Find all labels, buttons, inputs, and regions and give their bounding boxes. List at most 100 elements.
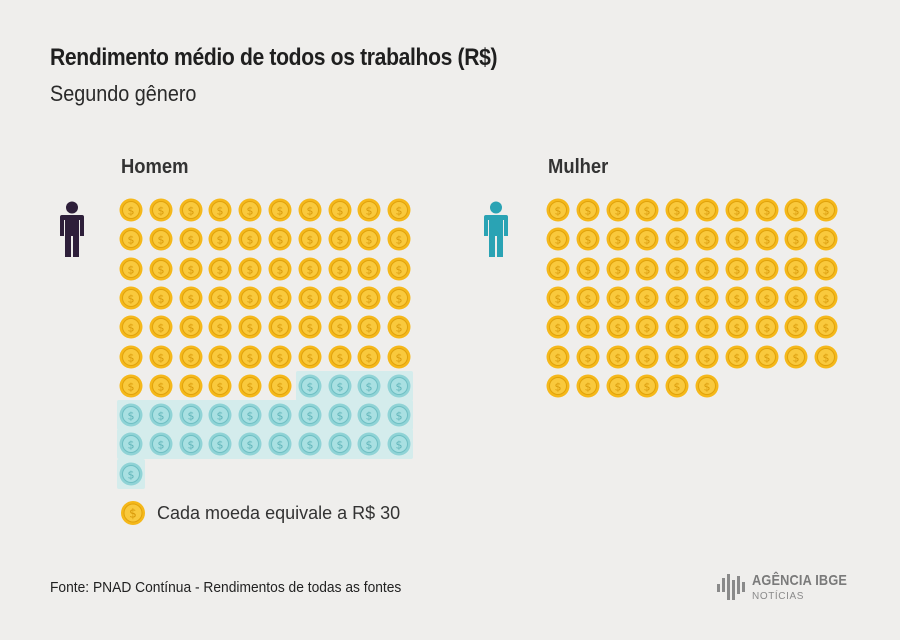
coin: $ bbox=[725, 257, 749, 281]
svg-text:$: $ bbox=[823, 321, 830, 334]
man-icon bbox=[60, 201, 84, 257]
coin: $ bbox=[149, 345, 173, 369]
coin: $ bbox=[387, 315, 411, 339]
svg-text:$: $ bbox=[733, 204, 740, 217]
coin: $ bbox=[328, 286, 352, 310]
svg-text:$: $ bbox=[217, 204, 224, 217]
coin: $ bbox=[635, 257, 659, 281]
coin: $ bbox=[546, 374, 570, 398]
svg-text:$: $ bbox=[128, 380, 135, 393]
coin: $ bbox=[606, 315, 630, 339]
coin: $ bbox=[208, 286, 232, 310]
svg-text:$: $ bbox=[128, 263, 135, 276]
svg-text:$: $ bbox=[674, 292, 681, 305]
svg-text:$: $ bbox=[644, 204, 651, 217]
coin: $ bbox=[755, 198, 779, 222]
coin: $ bbox=[208, 374, 232, 398]
coin: $ bbox=[119, 198, 143, 222]
svg-text:$: $ bbox=[336, 351, 343, 364]
coin: $ bbox=[546, 198, 570, 222]
svg-text:$: $ bbox=[128, 292, 135, 305]
coin: $ bbox=[665, 374, 689, 398]
svg-text:$: $ bbox=[614, 380, 621, 393]
coin: $ bbox=[635, 374, 659, 398]
coin: $ bbox=[814, 345, 838, 369]
svg-text:$: $ bbox=[396, 409, 403, 422]
svg-text:$: $ bbox=[217, 263, 224, 276]
chart-subtitle: Segundo gênero bbox=[50, 81, 197, 106]
svg-text:$: $ bbox=[396, 263, 403, 276]
coin: $ bbox=[119, 227, 143, 251]
coin: $ bbox=[149, 257, 173, 281]
coin: $ bbox=[208, 198, 232, 222]
coin-gap: $ bbox=[328, 374, 352, 398]
coin: $ bbox=[119, 345, 143, 369]
svg-text:$: $ bbox=[555, 351, 562, 364]
coin: $ bbox=[814, 286, 838, 310]
svg-text:$: $ bbox=[217, 234, 224, 247]
svg-text:$: $ bbox=[644, 380, 651, 393]
svg-text:$: $ bbox=[129, 507, 137, 521]
svg-text:$: $ bbox=[128, 409, 135, 422]
svg-text:$: $ bbox=[614, 204, 621, 217]
coin: $ bbox=[665, 227, 689, 251]
svg-text:$: $ bbox=[793, 321, 800, 334]
coin: $ bbox=[635, 198, 659, 222]
coin: $ bbox=[784, 257, 808, 281]
coin: $ bbox=[357, 345, 381, 369]
svg-text:$: $ bbox=[187, 234, 194, 247]
coin-gap: $ bbox=[328, 403, 352, 427]
woman-icon bbox=[484, 201, 508, 257]
svg-text:$: $ bbox=[584, 380, 591, 393]
group-label-mulher: Mulher bbox=[548, 156, 609, 178]
coin-gap: $ bbox=[357, 403, 381, 427]
svg-text:$: $ bbox=[247, 263, 254, 276]
coin: $ bbox=[149, 198, 173, 222]
svg-text:$: $ bbox=[396, 292, 403, 305]
svg-text:$: $ bbox=[157, 292, 164, 305]
coin-gap: $ bbox=[149, 403, 173, 427]
coin: $ bbox=[755, 315, 779, 339]
svg-text:$: $ bbox=[733, 351, 740, 364]
coin-icon: $ bbox=[121, 501, 145, 525]
coin: $ bbox=[546, 315, 570, 339]
ibge-logo-icon bbox=[717, 574, 745, 600]
svg-text:$: $ bbox=[187, 321, 194, 334]
svg-text:$: $ bbox=[157, 380, 164, 393]
coin: $ bbox=[387, 198, 411, 222]
coin: $ bbox=[238, 286, 262, 310]
svg-text:$: $ bbox=[704, 204, 711, 217]
coin: $ bbox=[387, 345, 411, 369]
svg-text:$: $ bbox=[704, 292, 711, 305]
svg-text:$: $ bbox=[128, 351, 135, 364]
coin: $ bbox=[208, 315, 232, 339]
svg-text:$: $ bbox=[555, 204, 562, 217]
svg-text:$: $ bbox=[157, 409, 164, 422]
group-label-homem: Homem bbox=[121, 156, 189, 178]
svg-text:$: $ bbox=[247, 321, 254, 334]
coin: $ bbox=[695, 198, 719, 222]
svg-text:$: $ bbox=[366, 351, 373, 364]
svg-text:$: $ bbox=[763, 234, 770, 247]
svg-text:$: $ bbox=[793, 234, 800, 247]
svg-text:$: $ bbox=[614, 234, 621, 247]
coin: $ bbox=[695, 315, 719, 339]
coin: $ bbox=[238, 198, 262, 222]
svg-text:$: $ bbox=[396, 351, 403, 364]
coin: $ bbox=[179, 345, 203, 369]
coin: $ bbox=[328, 315, 352, 339]
svg-text:$: $ bbox=[733, 292, 740, 305]
svg-text:$: $ bbox=[217, 292, 224, 305]
coin: $ bbox=[576, 345, 600, 369]
svg-text:$: $ bbox=[644, 321, 651, 334]
svg-text:$: $ bbox=[277, 292, 284, 305]
coin: $ bbox=[238, 345, 262, 369]
svg-text:$: $ bbox=[128, 321, 135, 334]
svg-text:$: $ bbox=[555, 380, 562, 393]
svg-text:$: $ bbox=[763, 321, 770, 334]
svg-text:$: $ bbox=[793, 204, 800, 217]
svg-text:$: $ bbox=[674, 204, 681, 217]
svg-text:$: $ bbox=[704, 380, 711, 393]
coin: $ bbox=[208, 345, 232, 369]
coin-gap: $ bbox=[179, 432, 203, 456]
